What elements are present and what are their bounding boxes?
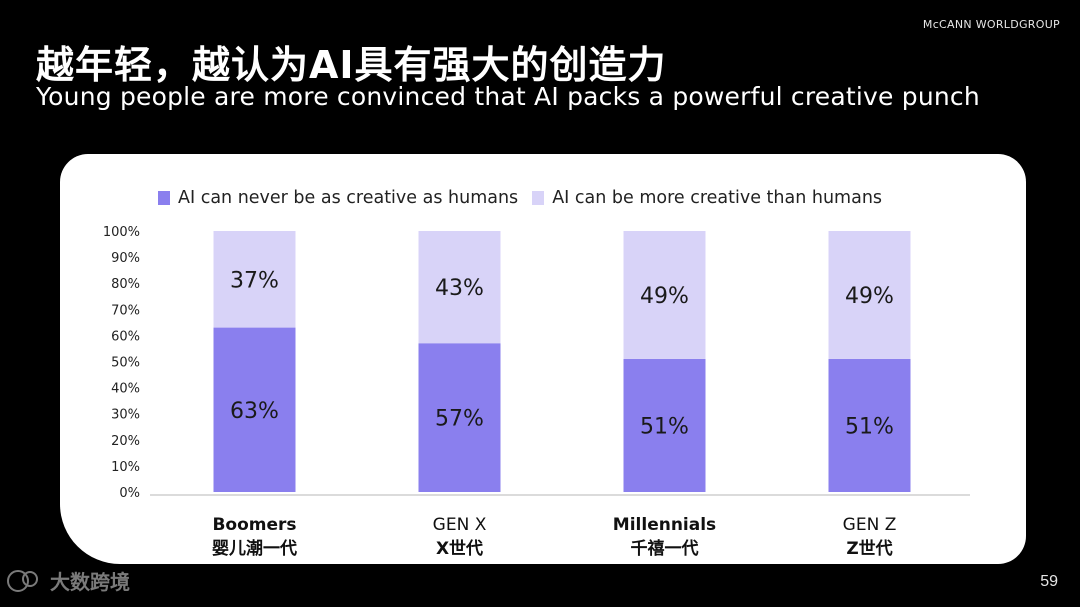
data-label-never-3: 51% [640, 414, 689, 439]
legend-swatch-never [158, 191, 170, 205]
x-category-label-cn: Z世代 [846, 538, 892, 559]
legend-item-more: AI can be more creative than humans [532, 188, 882, 208]
data-label-never-4: 51% [845, 414, 894, 439]
bar-more-2 [418, 231, 501, 344]
page-title-chinese: 越年轻，越认为AI具有强大的创造力 [36, 43, 667, 87]
data-label-more-1: 37% [230, 268, 279, 293]
watermark-logo-icon [7, 569, 38, 592]
legend-label-more: AI can be more creative than humans [552, 188, 883, 208]
legend-swatch-more [532, 191, 545, 205]
y-tick-label: 20% [111, 434, 140, 449]
x-category-label-en: Boomers [212, 515, 296, 535]
data-label-more-4: 49% [845, 284, 894, 309]
chart-legend: AI can never be as creative as humans AI… [158, 188, 882, 208]
bar-more-4 [828, 231, 911, 359]
bar-never-4 [828, 358, 911, 492]
bar-never-2 [418, 343, 501, 492]
x-category-label-cn: 婴儿潮一代 [212, 538, 297, 559]
data-label-never-2: 57% [435, 407, 484, 432]
x-category-label-cn: 千禧一代 [631, 538, 699, 559]
y-tick-label: 70% [111, 303, 140, 318]
data-label-more-3: 49% [640, 284, 689, 309]
y-tick-label: 90% [111, 251, 140, 266]
chart-card: AI can never be as creative as humans AI… [60, 154, 1026, 564]
page-title-english: Young people are more convinced that AI … [36, 82, 980, 111]
y-tick-label: 100% [103, 225, 140, 240]
x-category-label-en: GEN Z [843, 515, 897, 535]
y-tick-label: 40% [111, 382, 140, 397]
data-label-never-1: 63% [230, 399, 279, 424]
page-number: 59 [1040, 573, 1058, 590]
y-tick-label: 10% [111, 460, 140, 475]
x-category-label-en: GEN X [433, 515, 487, 535]
brand-logo-text: McCANN WORLDGROUP [922, 18, 1060, 31]
y-tick-label: 0% [119, 486, 140, 501]
x-category-label-cn: X世代 [436, 538, 483, 559]
data-label-more-2: 43% [435, 276, 484, 301]
bar-more-3 [623, 231, 706, 359]
watermark: 大数跨境 [4, 566, 130, 595]
y-tick-label: 80% [111, 277, 140, 292]
bar-more-1 [213, 231, 296, 328]
stacked-bar-chart: 0% 10% 20% 30% 40% 50% 60% 70% 80% 90% 100% 63% 37% B… [103, 225, 970, 559]
bar-never-1 [213, 327, 296, 492]
watermark-text: 大数跨境 [50, 570, 130, 594]
bar-never-3 [623, 358, 706, 492]
y-tick-label: 60% [111, 329, 140, 344]
legend-label-never: AI can never be as creative as humans [178, 188, 519, 208]
legend-item-never: AI can never be as creative as humans [158, 188, 518, 208]
x-category-label-en: Millennials [613, 515, 716, 535]
y-tick-label: 50% [111, 356, 140, 371]
y-tick-label: 30% [111, 408, 140, 423]
